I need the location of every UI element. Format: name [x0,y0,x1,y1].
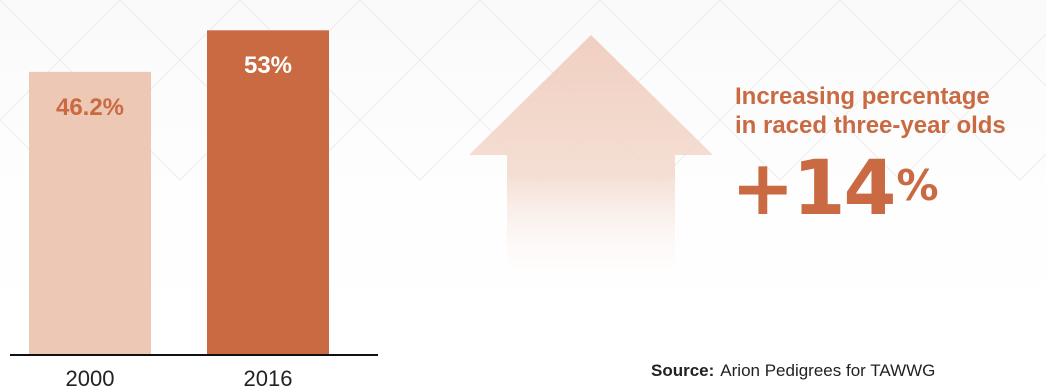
change-number: +14 [731,143,896,232]
source-label: Source: [651,361,715,380]
bar-2016 [207,30,329,354]
x-tick-2000: 2000 [65,366,115,391]
source-note: Source: Arion Pedigrees for TAWWG [651,361,935,381]
source-text: Arion Pedigrees for TAWWG [720,361,936,380]
change-percent-symbol: % [896,161,938,210]
change-value: +14% [731,150,939,226]
data-label-2016: 53% [243,52,293,80]
bar-2000 [29,71,151,354]
x-tick-2016: 2016 [243,366,293,391]
callout-line-1: Increasing percentage [735,83,990,110]
data-label-2000: 46.2% [55,93,125,121]
callout-line-2: in raced three-year olds [735,112,1006,139]
callout-headline: Increasing percentage in raced three-yea… [735,82,1045,140]
